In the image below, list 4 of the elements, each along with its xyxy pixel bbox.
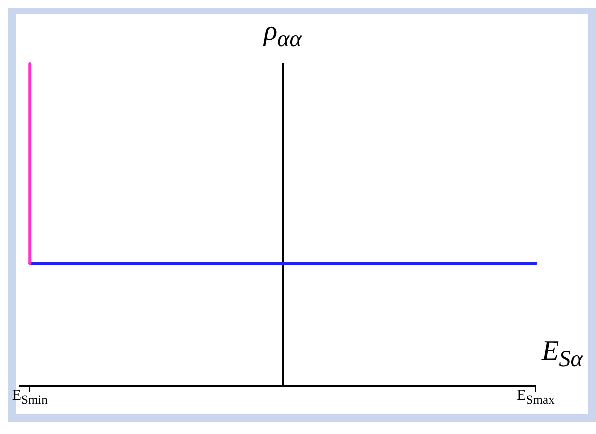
x-tick-label: E$_{Smax}$	[517, 388, 555, 408]
x-tick-label: E$_{Smin}$	[12, 388, 48, 408]
x-axis-title: E$_{Sα}$	[542, 336, 584, 374]
y-axis-title: ρ$_{αα}$	[264, 16, 302, 54]
